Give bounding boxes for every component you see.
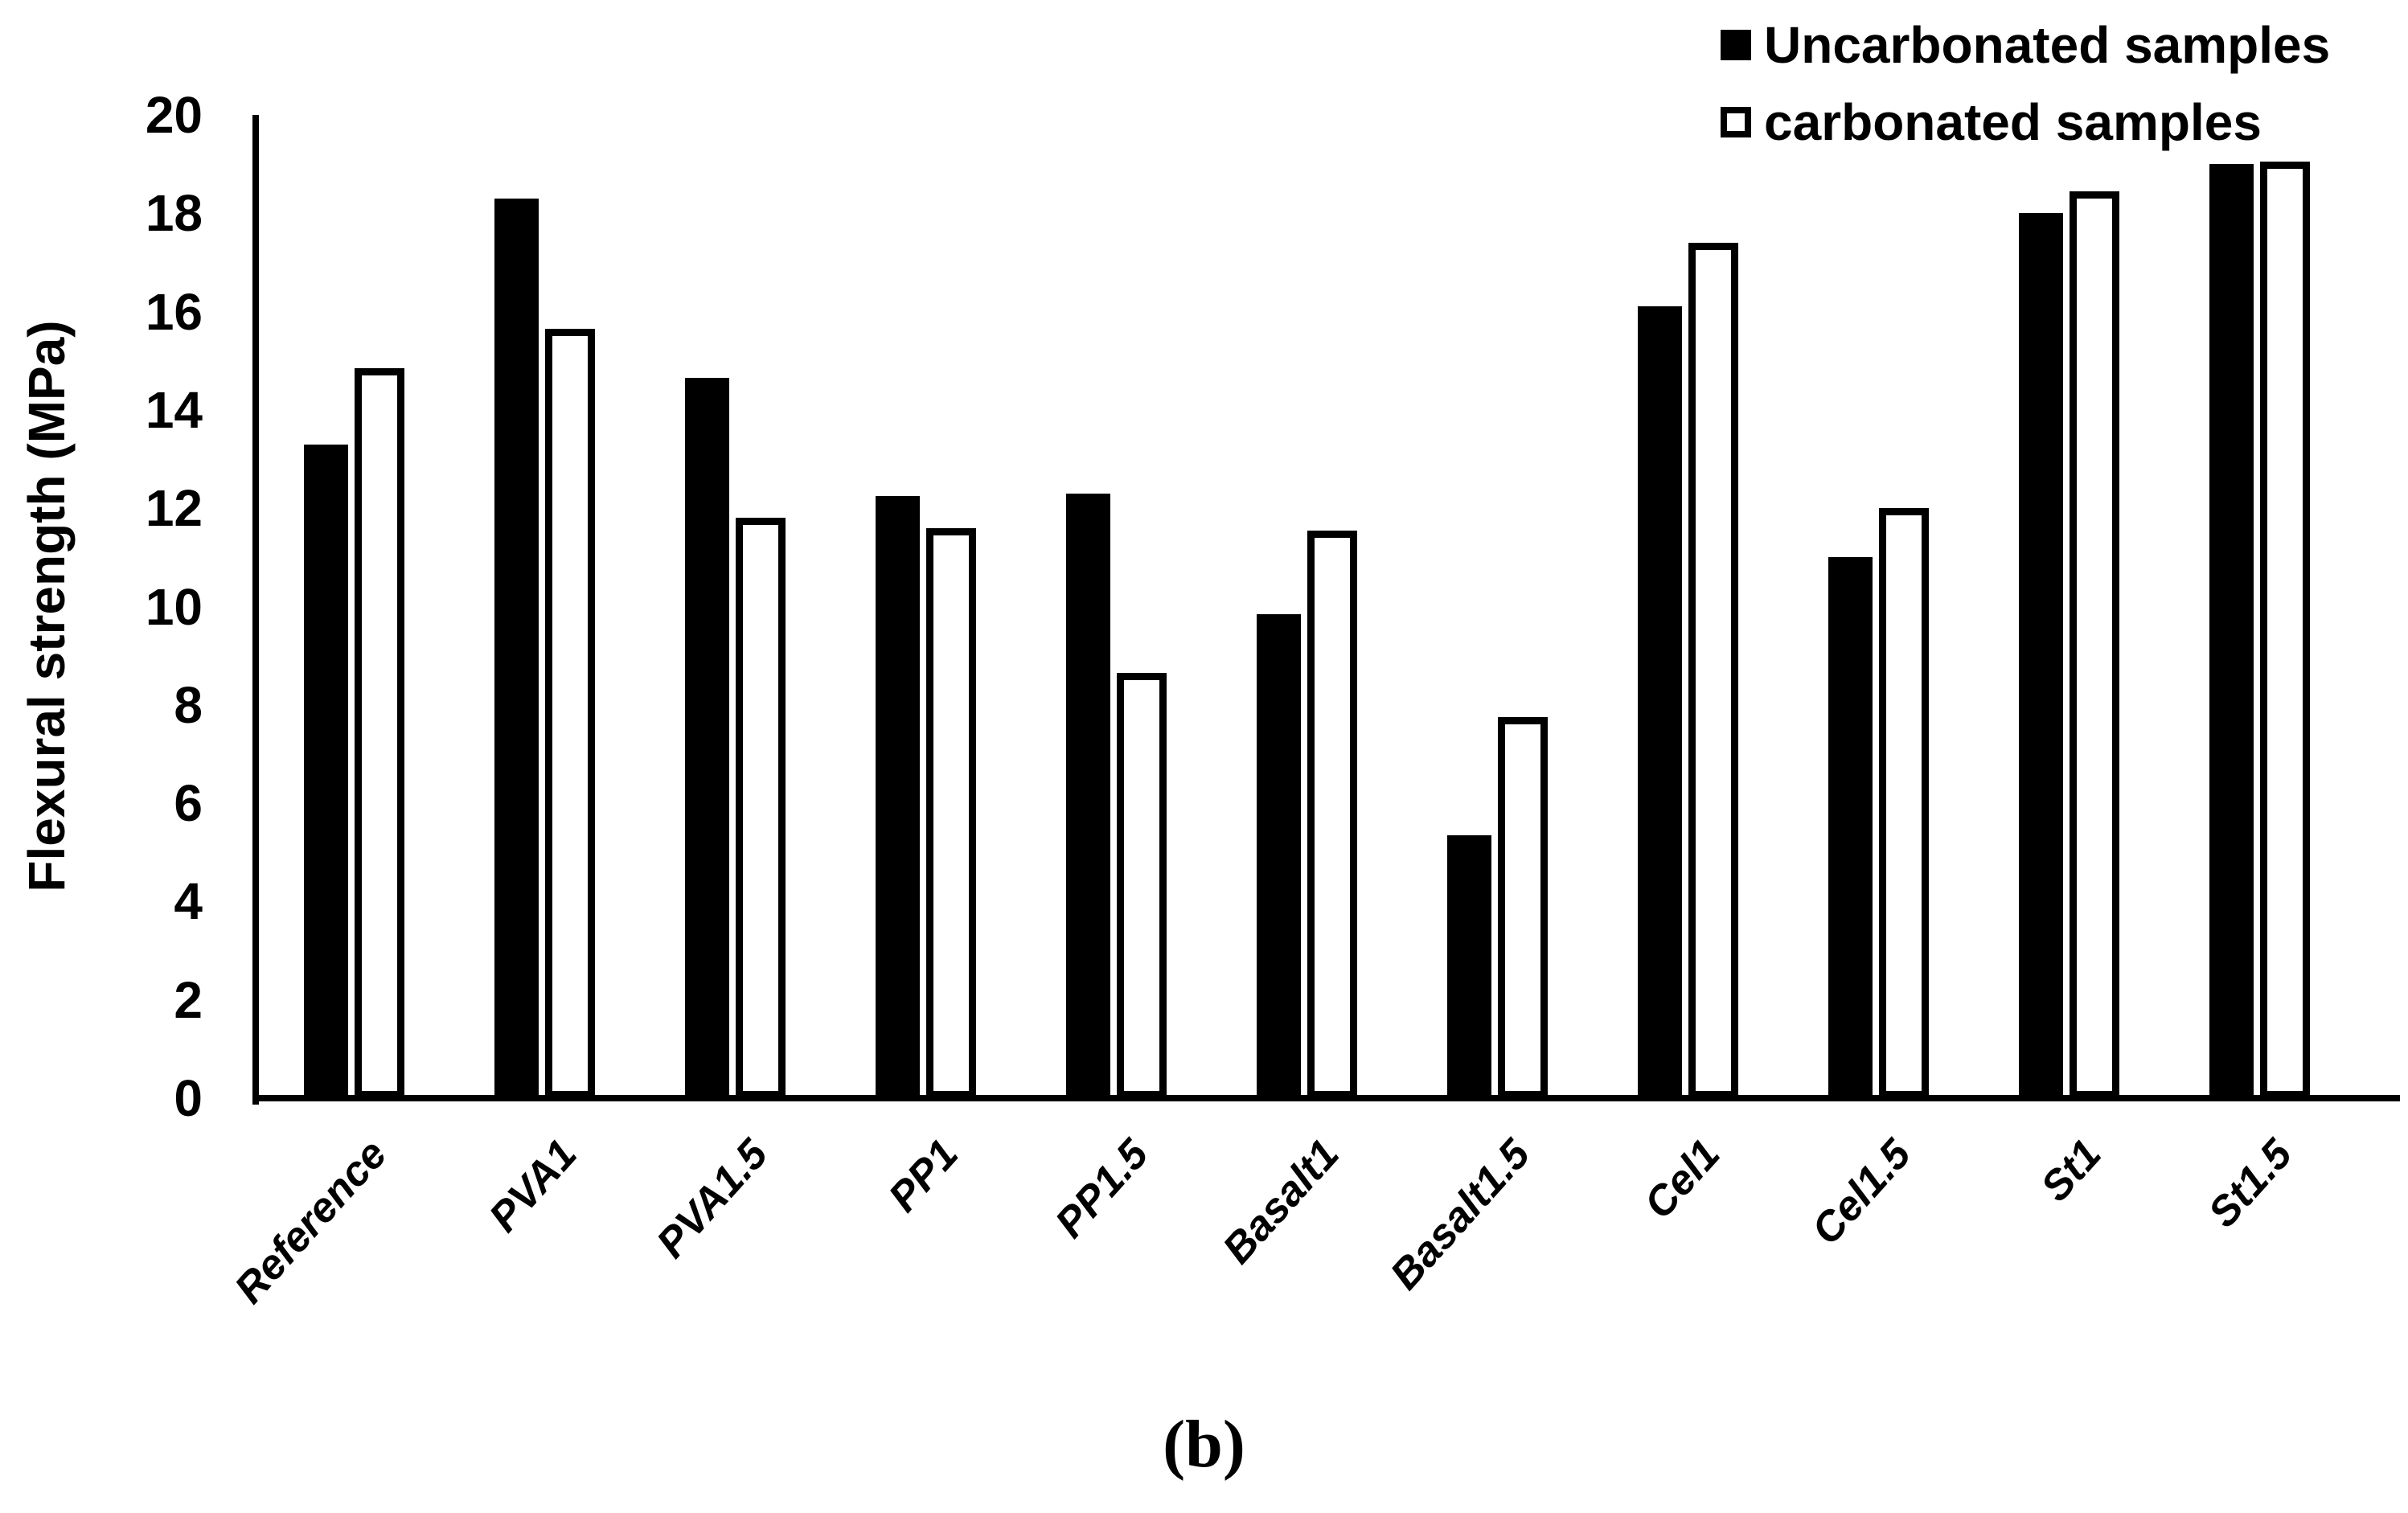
hollow-square-icon xyxy=(1721,107,1751,137)
x-category-label: PVA1 xyxy=(480,1130,586,1241)
y-tick-label: 12 xyxy=(145,479,203,538)
bar-uncarbonated xyxy=(876,495,920,1098)
bar-carbonated xyxy=(2260,162,2310,1098)
bar-carbonated xyxy=(1117,673,1167,1098)
bar-carbonated xyxy=(736,518,786,1098)
y-tick-label: 4 xyxy=(174,872,203,931)
bar-carbonated xyxy=(1307,530,1357,1098)
y-tick-label: 16 xyxy=(145,282,203,341)
bar-uncarbonated xyxy=(1447,834,1491,1098)
y-axis-line xyxy=(252,115,259,1105)
bar-uncarbonated xyxy=(1066,493,1110,1098)
bar-carbonated xyxy=(1879,508,1929,1098)
y-tick-label: 0 xyxy=(174,1069,203,1127)
y-tick-label: 18 xyxy=(145,184,203,243)
bar-carbonated xyxy=(545,329,595,1098)
y-axis-title: Flexural strength (MPa) xyxy=(18,320,76,892)
y-tick-label: 2 xyxy=(174,970,203,1029)
y-tick-label: 20 xyxy=(145,86,203,144)
x-category-label: PP1.5 xyxy=(1046,1130,1158,1247)
bar-uncarbonated xyxy=(2019,213,2063,1098)
bar-uncarbonated xyxy=(1257,613,1301,1098)
x-category-label: Basalt1.5 xyxy=(1380,1130,1539,1299)
bar-carbonated xyxy=(1498,717,1548,1098)
bar-uncarbonated xyxy=(685,378,729,1098)
legend-label-carbonated: carbonated samples xyxy=(1764,93,2262,151)
y-tick-label: 8 xyxy=(174,675,203,734)
bar-carbonated xyxy=(2070,191,2119,1098)
y-tick-label: 6 xyxy=(174,774,203,833)
bar-carbonated xyxy=(926,527,976,1098)
legend-label-uncarbonated: Uncarbonated samples xyxy=(1764,16,2331,74)
x-category-label: Basalt1 xyxy=(1213,1130,1348,1273)
x-category-label: Reference xyxy=(225,1130,396,1313)
x-axis-line xyxy=(252,1095,2400,1101)
bar-uncarbonated xyxy=(1828,557,1873,1098)
bar-uncarbonated xyxy=(1638,306,1682,1098)
x-category-label: PVA1.5 xyxy=(647,1130,777,1267)
bar-carbonated xyxy=(1688,242,1738,1098)
x-category-label: St1 xyxy=(2032,1130,2111,1211)
figure-caption: (b) xyxy=(1163,1407,1245,1482)
x-category-label: Cel1 xyxy=(1635,1130,1729,1228)
bar-uncarbonated xyxy=(494,198,539,1098)
y-tick-label: 14 xyxy=(145,380,203,439)
y-tick-label: 10 xyxy=(145,577,203,636)
bar-uncarbonated xyxy=(2209,164,2254,1098)
x-category-label: Cel1.5 xyxy=(1803,1130,1920,1254)
legend: Uncarbonated samples carbonated samples xyxy=(1713,0,2408,161)
bar-carbonated xyxy=(355,367,404,1098)
bar-uncarbonated xyxy=(304,444,348,1098)
filled-square-icon xyxy=(1721,30,1751,60)
x-category-label: St1.5 xyxy=(2199,1130,2301,1236)
x-category-label: PP1 xyxy=(879,1130,967,1221)
